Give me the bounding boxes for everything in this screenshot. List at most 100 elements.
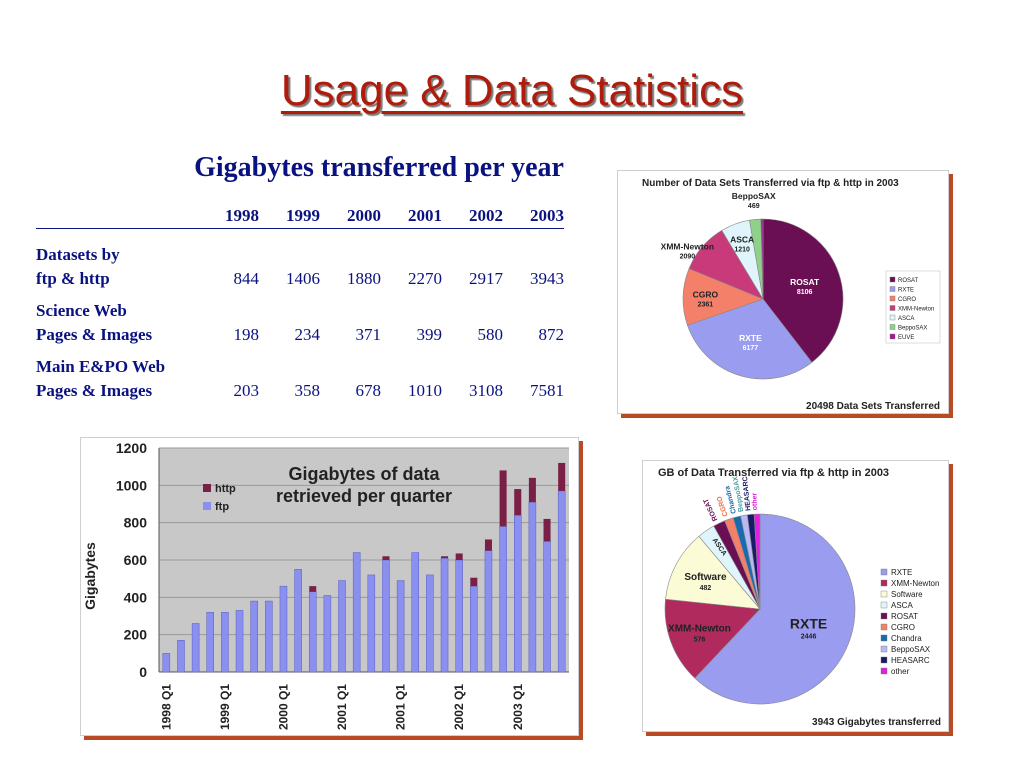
bar-ftp — [279, 585, 288, 673]
y-tick-label: 200 — [124, 627, 148, 643]
table-cell: 234 — [294, 325, 321, 344]
table-cell: 580 — [477, 325, 504, 344]
bar-http — [470, 577, 478, 587]
table-cell: 7581 — [530, 381, 564, 400]
yearly-transfer-table: 1998 1999 2000 2001 2002 2003 Datasets b… — [36, 204, 564, 403]
year-header: 1999 — [259, 204, 320, 229]
bar-ftp — [455, 559, 463, 673]
pie1-legend-label: EUVE — [898, 335, 914, 341]
row-label-line1: Science Web — [36, 301, 127, 320]
pie1-legend-swatch — [889, 286, 896, 292]
bar-http — [382, 556, 390, 560]
x-tick-label: 2001 Q1 — [335, 684, 349, 730]
pie1-legend-label: ROSAT — [898, 278, 919, 284]
year-header: 2002 — [442, 204, 503, 229]
bar-ftp — [162, 653, 171, 673]
legend-swatch — [203, 484, 211, 492]
table-cell: 678 — [355, 381, 382, 400]
bar-http — [484, 539, 492, 551]
table-cell: 1880 — [347, 269, 381, 288]
pie1-slice-value: 2090 — [680, 253, 696, 260]
legend-label: ftp — [215, 501, 229, 513]
bar-ftp — [557, 490, 566, 673]
bar-ftp — [308, 591, 317, 673]
legend-label: http — [215, 483, 236, 495]
bar-http — [499, 470, 507, 527]
pie2-legend-label: Chandra — [891, 634, 922, 643]
bar-http — [543, 518, 551, 542]
pie1-slice-name: ASCA — [730, 235, 754, 245]
bar-http — [441, 556, 449, 559]
bar-ftp — [221, 612, 229, 673]
pie2-legend-swatch — [880, 612, 888, 620]
x-tick-label: 2002 Q1 — [452, 684, 466, 730]
table-cell: 844 — [233, 269, 260, 288]
table-cell: 3943 — [530, 269, 564, 288]
bar-ftp — [426, 574, 434, 673]
bar-ftp — [250, 600, 258, 673]
bar-chart-title-line1: Gigabytes of data — [288, 464, 440, 484]
bar-ftp — [177, 640, 185, 673]
x-tick-label: 1998 Q1 — [159, 684, 173, 730]
pie2-legend-swatch — [880, 667, 888, 675]
table-row: Main E&PO Web Pages & Images 203 358 678 … — [36, 347, 564, 403]
bar-ftp — [265, 600, 273, 673]
pie2-slice — [753, 513, 761, 610]
pie1-legend-label: BeppoSAX — [898, 326, 927, 332]
bar-http — [455, 553, 463, 560]
row-label-line2: Pages & Images — [36, 381, 153, 400]
pie2-legend-label: Software — [891, 590, 923, 599]
y-tick-label: 800 — [124, 515, 148, 531]
pie1-slice — [762, 218, 844, 363]
header-blank — [36, 204, 198, 229]
pie1-labels: ROSAT 8106 RXTE 6177 CGRO 2361 XMM-Newton 2090 A… — [661, 191, 820, 352]
row-label: Main E&PO Web Pages & Images — [36, 347, 198, 403]
pie2-legend-label: HEASARC — [891, 656, 930, 665]
pie2-slice — [665, 535, 761, 610]
pie1-slice-value: 8106 — [797, 289, 813, 296]
datasets-pie-panel: Number of Data Sets Transferred via ftp … — [617, 170, 949, 414]
x-tick-label: 2001 Q1 — [394, 684, 408, 730]
year-header: 2003 — [503, 204, 564, 229]
gigabytes-pie-panel: GB of Data Transferred via ftp & http in… — [642, 460, 949, 732]
table-cell: 399 — [416, 325, 443, 344]
row-label-line1: Main E&PO Web — [36, 357, 166, 376]
bar-ftp — [206, 612, 215, 673]
bar-ftp — [440, 557, 449, 673]
pie2-legend-swatch — [880, 601, 888, 609]
row-label-line2: Pages & Images — [36, 325, 153, 344]
pie2-footer: 3943 Gigabytes transferred — [812, 717, 941, 728]
table-header-row: 1998 1999 2000 2001 2002 2003 — [36, 204, 564, 229]
bar-chart-title-line2: retrieved per quarter — [276, 486, 452, 506]
pie2-slice — [694, 513, 856, 705]
pie2-slice-value: 2446 — [801, 633, 817, 640]
bar-ftp — [499, 526, 507, 673]
pie2-small-label: other — [751, 492, 759, 510]
pie2-slice-value: 482 — [700, 585, 712, 592]
pie2-slice-name: RXTE — [790, 615, 827, 631]
pie1-title: Number of Data Sets Transferred via ftp … — [642, 178, 899, 189]
y-tick-label: 0 — [139, 664, 147, 680]
row-label: Datasets by ftp & http — [36, 229, 198, 292]
table-row: Science Web Pages & Images 198 234 371 39… — [36, 291, 564, 347]
pie1-legend-swatch — [889, 276, 896, 283]
datasets-pie-chart: Number of Data Sets Transferred via ftp … — [642, 178, 941, 412]
pie1-slice-name: XMM-Newton — [661, 241, 714, 251]
pie2-legend: RXTE XMM-Newton Software ASCA ROSAT CGRO Chand… — [880, 568, 939, 676]
pie2-slice-name: XMM-Newton — [668, 623, 731, 634]
pie1-footer: 20498 Data Sets Transferred — [806, 401, 940, 412]
pie2-legend-swatch — [880, 623, 888, 631]
pie2-legend-label: RXTE — [891, 568, 912, 577]
table-cell: 872 — [538, 325, 565, 344]
pie2-legend-swatch — [880, 634, 888, 642]
pie2-legend-swatch — [880, 590, 888, 598]
pie1-legend-swatch — [889, 333, 896, 340]
pie2-legend-label: BeppoSAX — [891, 645, 931, 654]
pie1-slice-name: CGRO — [693, 289, 719, 299]
table-row: Datasets by ftp & http 844 1406 1880 2270… — [36, 229, 564, 292]
pie1-slice-name: BeppoSAX — [732, 191, 776, 201]
pie1-legend-swatch — [889, 305, 896, 311]
table-cell: 2917 — [469, 269, 503, 288]
pie1-legend-swatch — [889, 324, 896, 330]
pie2-legend-label: XMM-Newton — [891, 579, 939, 588]
